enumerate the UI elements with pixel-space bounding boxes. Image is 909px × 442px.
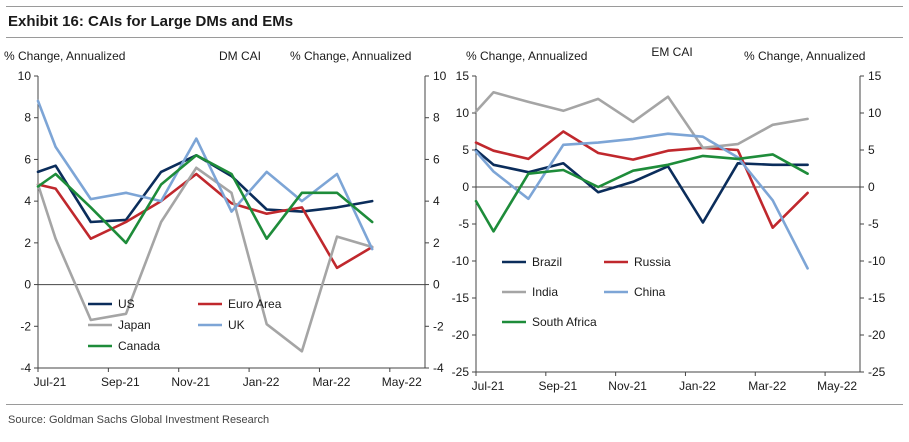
dm-cai-chart: % Change, Annualized % Change, Annualized… bbox=[4, 49, 447, 389]
y-tick-label-right: -20 bbox=[868, 328, 886, 342]
y-tick-label-right: 10 bbox=[433, 69, 447, 83]
y-tick-label-right: 5 bbox=[868, 143, 875, 157]
y-tick-label-right: -2 bbox=[433, 319, 444, 333]
y-tick-label-left: 5 bbox=[462, 143, 469, 157]
y-tick-label-left: -10 bbox=[452, 254, 470, 268]
y-tick-label-right: 2 bbox=[433, 236, 440, 250]
y-tick-label-left: -2 bbox=[20, 319, 31, 333]
series-line-china bbox=[474, 132, 809, 270]
x-tick-label: Jul-21 bbox=[34, 375, 67, 389]
x-tick-label: Mar-22 bbox=[748, 379, 786, 393]
legend-label-south-africa: South Africa bbox=[532, 315, 597, 329]
x-tick-label: Mar-22 bbox=[312, 375, 350, 389]
y-tick-label-right: 6 bbox=[433, 152, 440, 166]
x-tick-label: Jul-21 bbox=[472, 379, 505, 393]
y-tick-label-right: 0 bbox=[868, 180, 875, 194]
legend-label-russia: Russia bbox=[634, 255, 671, 269]
series-line-india bbox=[474, 90, 809, 150]
y-tick-label-right: 4 bbox=[433, 194, 440, 208]
bottom-rule bbox=[6, 404, 903, 405]
legend-label-us: US bbox=[118, 297, 135, 311]
y-tick-label-left: 6 bbox=[24, 152, 31, 166]
y-tick-label-right: -15 bbox=[868, 291, 886, 305]
series-line-south-africa bbox=[474, 153, 809, 233]
y-tick-label-left: 0 bbox=[462, 180, 469, 194]
legend-label-euro-area: Euro Area bbox=[228, 297, 282, 311]
series-line-euro-area bbox=[36, 172, 374, 270]
legend-label-canada: Canada bbox=[118, 339, 160, 353]
y-axis-label-left: % Change, Annualized bbox=[4, 49, 125, 63]
y-tick-label-right: -25 bbox=[868, 365, 886, 379]
x-tick-label: May-22 bbox=[817, 379, 857, 393]
x-tick-label: Jan-22 bbox=[679, 379, 716, 393]
y-axis-label-right: % Change, Annualized bbox=[290, 49, 411, 63]
y-tick-label-right: 15 bbox=[868, 69, 882, 83]
y-tick-label-right: 10 bbox=[868, 106, 882, 120]
series-line-russia bbox=[474, 130, 809, 229]
y-tick-label-left: -20 bbox=[452, 328, 470, 342]
source-note: Source: Goldman Sachs Global Investment … bbox=[8, 414, 270, 426]
y-tick-label-left: -15 bbox=[452, 291, 470, 305]
y-tick-label-left: 4 bbox=[24, 194, 31, 208]
y-tick-label-right: 8 bbox=[433, 111, 440, 125]
legend-label-japan: Japan bbox=[118, 318, 151, 332]
y-tick-label-left: 0 bbox=[24, 278, 31, 292]
top-rule bbox=[6, 6, 903, 7]
y-axis-label-right: % Change, Annualized bbox=[744, 49, 865, 63]
legend-label-uk: UK bbox=[228, 318, 245, 332]
y-tick-label-left: -4 bbox=[20, 361, 31, 375]
y-tick-label-left: 10 bbox=[18, 69, 32, 83]
x-tick-label: Jan-22 bbox=[243, 375, 280, 389]
y-tick-label-right: 0 bbox=[433, 278, 440, 292]
y-tick-label-left: 15 bbox=[456, 69, 470, 83]
chart-title: EM CAI bbox=[651, 45, 692, 59]
y-tick-label-right: -5 bbox=[868, 217, 879, 231]
x-tick-label: Nov-21 bbox=[608, 379, 647, 393]
y-tick-label-left: 10 bbox=[456, 106, 470, 120]
series-line-canada bbox=[36, 154, 374, 245]
x-tick-label: May-22 bbox=[382, 375, 422, 389]
x-tick-label: Sep-21 bbox=[538, 379, 577, 393]
y-tick-label-left: -5 bbox=[458, 217, 469, 231]
legend-label-india: India bbox=[532, 285, 558, 299]
chart-title: DM CAI bbox=[219, 49, 261, 63]
legend-label-brazil: Brazil bbox=[532, 255, 562, 269]
x-tick-label: Nov-21 bbox=[171, 375, 210, 389]
y-tick-label-right: -4 bbox=[433, 361, 444, 375]
y-axis-label-left: % Change, Annualized bbox=[466, 49, 587, 63]
series-line-brazil bbox=[474, 148, 809, 224]
legend-label-china: China bbox=[634, 285, 666, 299]
y-tick-label-right: -10 bbox=[868, 254, 886, 268]
exhibit-title: Exhibit 16: CAIs for Large DMs and EMs bbox=[8, 13, 294, 30]
title-rule bbox=[6, 37, 903, 38]
y-tick-label-left: 8 bbox=[24, 111, 31, 125]
em-cai-chart: % Change, Annualized % Change, Annualized… bbox=[452, 45, 886, 393]
y-tick-label-left: 2 bbox=[24, 236, 31, 250]
series-line-japan bbox=[36, 166, 374, 353]
x-tick-label: Sep-21 bbox=[101, 375, 140, 389]
y-tick-label-left: -25 bbox=[452, 365, 470, 379]
